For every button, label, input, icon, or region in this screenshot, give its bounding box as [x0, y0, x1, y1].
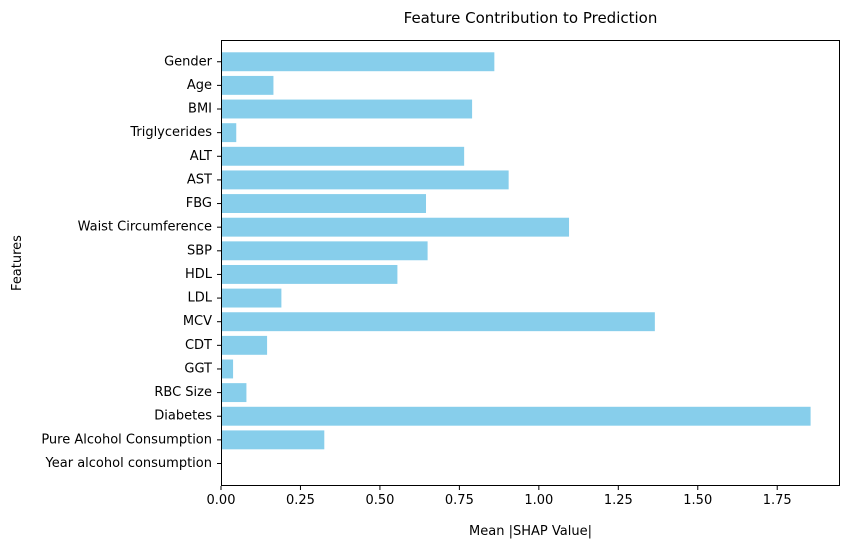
y-tick-label: MCV — [183, 314, 212, 329]
x-tick-label: 0.75 — [445, 493, 474, 508]
bar-pure-alcohol-consumption — [221, 430, 325, 450]
y-tick-label: AST — [187, 172, 212, 187]
y-tick-label: Diabetes — [154, 409, 212, 424]
bar-fbg — [221, 194, 427, 213]
bar-sbp — [221, 241, 428, 261]
bars-layer — [221, 52, 811, 450]
bar-bmi — [221, 99, 473, 119]
bar-diabetes — [221, 406, 811, 426]
y-tick-label: Year alcohol consumption — [45, 456, 212, 471]
bar-mcv — [221, 312, 655, 332]
y-tick-label: Waist Circumference — [78, 220, 212, 235]
y-tick-label: CDT — [185, 338, 212, 353]
y-tick-label: GGT — [184, 361, 212, 376]
bar-ldl — [221, 288, 282, 308]
bar-triglycerides — [221, 123, 237, 143]
x-tick-label: 1.25 — [604, 493, 633, 508]
x-tick-label: 1.50 — [683, 493, 712, 508]
x-tick-label: 0.25 — [286, 493, 315, 508]
y-axis: Gender Age BMI Triglycerides ALT AST FBG Waist … — [41, 54, 221, 471]
y-tick-label: Gender — [164, 54, 213, 69]
bar-age — [221, 75, 274, 95]
bar-ggt — [221, 359, 234, 379]
x-axis: 0.00 0.25 0.50 0.75 1.00 1.25 1.50 1.75 — [207, 486, 792, 508]
x-axis-title: Mean |SHAP Value| — [469, 524, 592, 539]
x-tick-label: 1.00 — [524, 493, 553, 508]
plot-frame — [221, 40, 840, 486]
x-tick-label: 0.50 — [365, 493, 394, 508]
bar-alt — [221, 146, 465, 166]
y-tick-label: SBP — [187, 243, 212, 258]
y-tick-label: LDL — [188, 291, 213, 306]
bar-ast — [221, 170, 509, 190]
y-tick-label: HDL — [185, 267, 213, 282]
bar-hdl — [221, 264, 398, 284]
x-tick-label: 1.75 — [763, 493, 792, 508]
y-tick-label: BMI — [188, 102, 212, 117]
x-tick-label: 0.00 — [207, 493, 236, 508]
y-tick-label: FBG — [186, 196, 212, 211]
y-tick-label: Age — [187, 78, 212, 93]
y-tick-label: Triglycerides — [129, 125, 212, 140]
bar-cdt — [221, 335, 268, 355]
y-axis-title: Features — [10, 235, 25, 291]
y-tick-label: ALT — [190, 149, 212, 164]
chart-title: Feature Contribution to Prediction — [404, 9, 658, 27]
bar-gender — [221, 52, 495, 72]
bar-rbc-size — [221, 383, 247, 403]
bar-waist-circumference — [221, 217, 570, 237]
y-tick-label: RBC Size — [154, 385, 212, 400]
y-tick-label: Pure Alcohol Consumption — [41, 432, 212, 447]
